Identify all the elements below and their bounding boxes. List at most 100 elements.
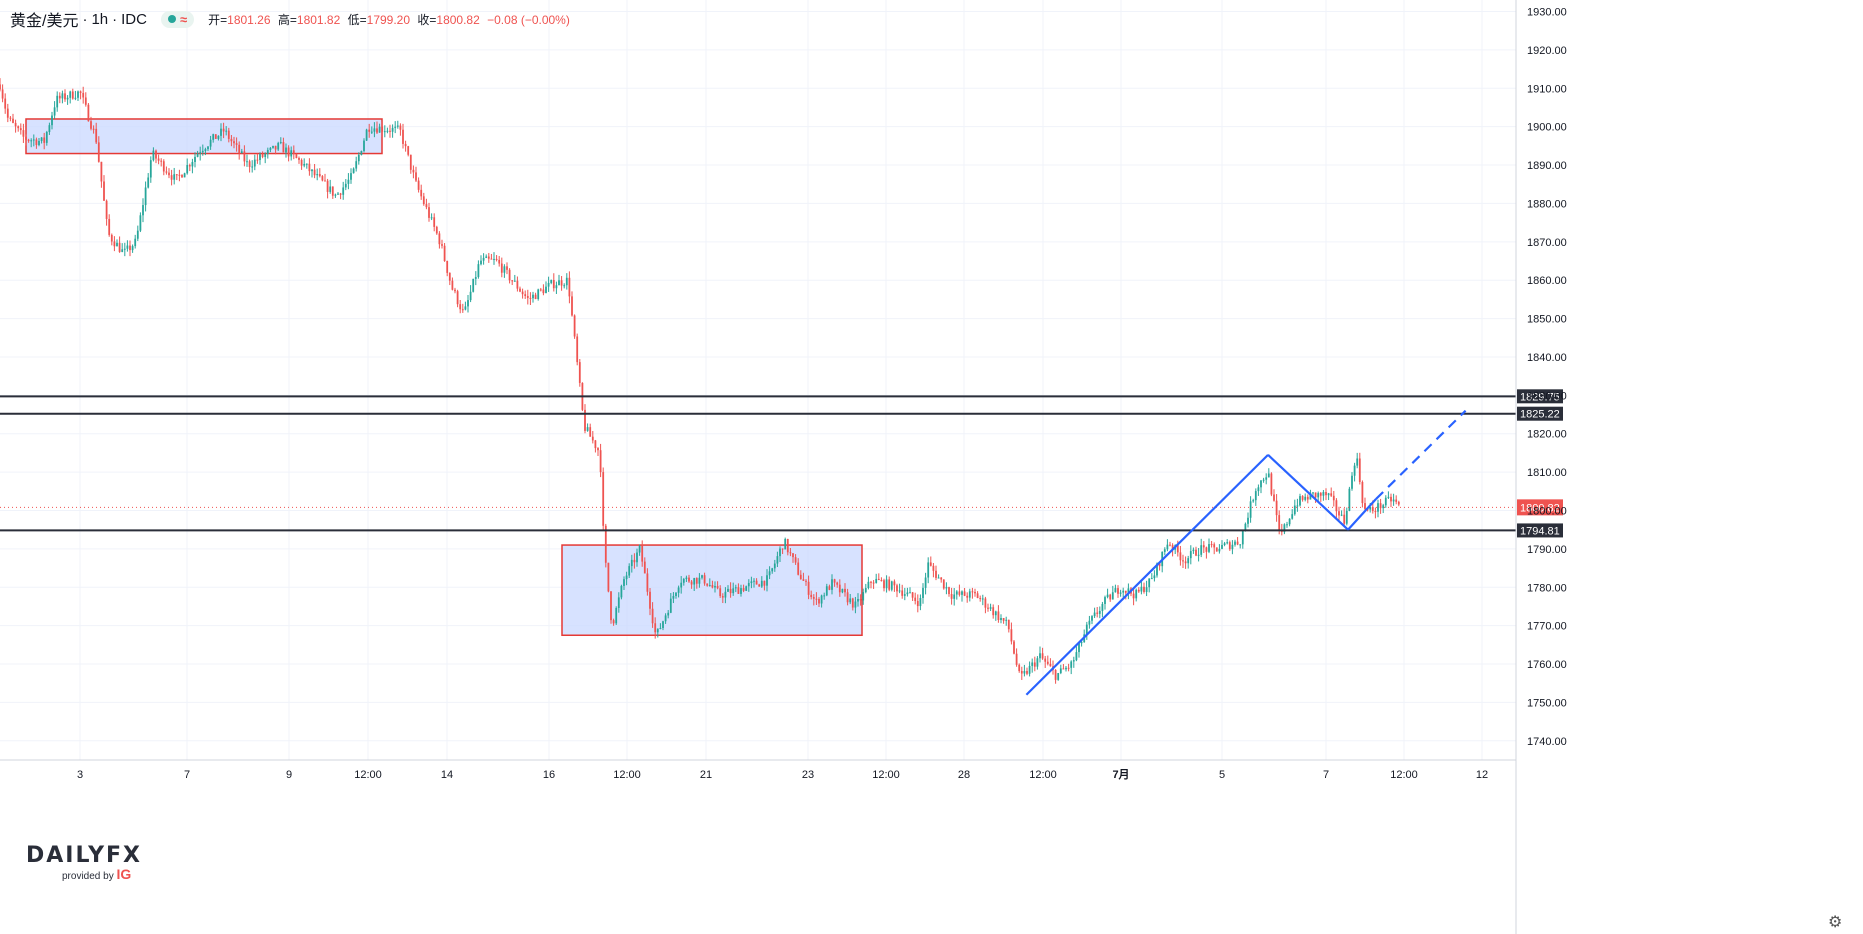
candle-body [334, 194, 337, 196]
candle-body [474, 277, 477, 279]
candle-body [1000, 617, 1002, 620]
candle-body [329, 186, 332, 192]
candle-body [838, 584, 841, 593]
candle-body [948, 587, 950, 595]
candle-body [1260, 480, 1262, 488]
candle-body [654, 623, 657, 633]
interval-label[interactable]: 1h [91, 10, 109, 28]
candle-body [194, 156, 196, 162]
candle-body [1122, 590, 1125, 593]
trendline [1267, 454, 1349, 531]
candle-body [1390, 496, 1392, 502]
candle-body [157, 158, 160, 161]
candle-body [875, 578, 878, 583]
candle-body [363, 140, 365, 152]
candle-body [285, 147, 287, 153]
candle-body [1241, 530, 1244, 545]
candle-body [324, 180, 326, 182]
candle-body [1098, 610, 1101, 614]
market-status-badge[interactable]: ≈ [160, 10, 195, 28]
candle-body [1340, 514, 1343, 516]
candle-body [222, 128, 225, 132]
candle-body [607, 562, 610, 592]
market-open-dot-icon [167, 15, 176, 23]
candle-body [1200, 545, 1203, 555]
candle-body [342, 187, 345, 195]
candle-body [685, 577, 688, 580]
candle-body [617, 597, 620, 608]
time-tick-label: 12:00 [872, 769, 900, 781]
candle-body [828, 586, 831, 590]
candle-body [378, 126, 381, 133]
candle-body [1197, 554, 1200, 556]
candle-body [1221, 544, 1223, 549]
candle-body [477, 264, 480, 278]
candle-body [0, 84, 1, 90]
candle-body [789, 552, 792, 554]
candle-body [1270, 473, 1273, 495]
candle-body [1286, 524, 1288, 526]
candle-body [207, 146, 209, 150]
candle-body [316, 174, 319, 176]
candle-body [1114, 588, 1117, 593]
candle-body [214, 134, 217, 139]
candle-body [495, 258, 498, 260]
candle-body [19, 128, 22, 131]
candle-body [597, 448, 599, 451]
candle-body [1179, 552, 1182, 561]
time-axis: 3 7 9 12:00 14 16 12:00 21 23 12:00 28 12:00 7月 5 7 12:… [77, 768, 1488, 781]
consolidation-zones [25, 118, 863, 637]
candle-body [1049, 663, 1052, 667]
candle-body [604, 525, 607, 563]
time-tick-label: 12:00 [1390, 769, 1418, 781]
candle-body [352, 168, 355, 174]
candle-body [220, 128, 222, 136]
candle-body [53, 107, 56, 116]
candle-body [1205, 547, 1208, 552]
price-tick-label: 1830.00 [1527, 390, 1567, 402]
candle-body [737, 587, 740, 594]
candle-body [121, 249, 124, 252]
candle-body [292, 150, 295, 155]
candle-body [1288, 518, 1291, 525]
settings-gear-icon[interactable]: ⚙ [1828, 914, 1843, 931]
symbol-name[interactable]: 黄金/美元 [10, 13, 79, 30]
candlestick-series [0, 78, 1400, 684]
price-tick-label: 1780.00 [1527, 582, 1567, 594]
candle-body [1033, 662, 1036, 667]
candle-body [578, 362, 581, 383]
candle-body [976, 593, 979, 598]
candle-body [672, 595, 675, 599]
candle-body [695, 578, 698, 584]
candle-body [266, 149, 269, 154]
candle-body [1192, 549, 1195, 552]
candle-body [755, 580, 758, 585]
candle-body [1306, 496, 1309, 500]
candle-body [815, 598, 818, 600]
candle-body [1374, 511, 1377, 513]
candle-body [191, 161, 194, 167]
candle-body [807, 581, 810, 595]
price-tick-label: 1900.00 [1527, 122, 1567, 134]
candle-body [308, 163, 311, 172]
candle-body [1309, 492, 1312, 500]
candle-body [472, 278, 475, 292]
candle-body [992, 607, 995, 616]
candle-body [1223, 543, 1226, 545]
candle-body [272, 145, 274, 148]
candle-body [558, 280, 560, 286]
candle-body [58, 95, 61, 99]
candle-body [1327, 493, 1330, 496]
candle-body [407, 146, 410, 155]
candle-body [734, 587, 737, 589]
candle-body [173, 174, 176, 180]
candle-body [945, 587, 948, 589]
time-tick-label: 23 [802, 769, 814, 781]
candle-body [1218, 548, 1221, 552]
candle-body [14, 122, 17, 127]
candle-body [66, 97, 69, 100]
candle-body [1005, 619, 1008, 621]
candle-body [147, 177, 150, 188]
candle-body [563, 285, 566, 287]
